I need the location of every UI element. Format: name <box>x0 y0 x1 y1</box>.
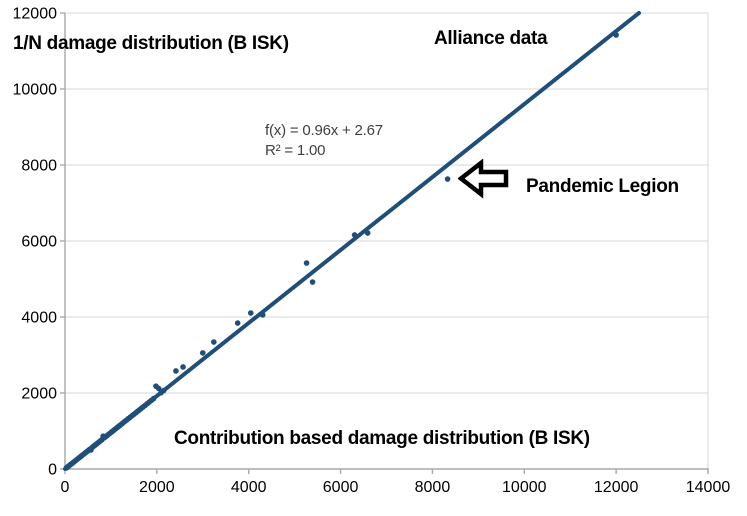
data-point <box>234 320 241 326</box>
data-point <box>364 230 371 236</box>
x-tick-label-2000: 2000 <box>139 479 175 496</box>
x-tick-label-10000: 10000 <box>502 479 547 496</box>
data-point <box>160 387 167 394</box>
left-block-arrow-icon <box>458 159 509 199</box>
x-tick-label-0: 0 <box>61 479 70 496</box>
x-tick-label-4000: 4000 <box>231 479 267 496</box>
trendline-equation-block: f(x) = 0.96x + 2.67 R² = 1.00 <box>265 121 383 161</box>
y-tick-label-12000: 12000 <box>13 6 58 23</box>
data-point <box>199 350 206 356</box>
y-tick-label-8000: 8000 <box>21 158 57 175</box>
y-tick-label-2000: 2000 <box>21 386 57 403</box>
data-point <box>247 310 254 316</box>
y-tick-label-4000: 4000 <box>21 310 57 327</box>
chart-title: 1/N damage distribution (B ISK) <box>13 33 289 54</box>
data-point <box>613 32 619 38</box>
x-tick-label-8000: 8000 <box>415 479 451 496</box>
x-tick-label-14000: 14000 <box>686 479 731 496</box>
data-point <box>211 339 217 345</box>
data-point <box>309 279 316 285</box>
x-tick-label-12000: 12000 <box>594 479 639 496</box>
point-annotation-label: Pandemic Legion <box>526 176 679 197</box>
y-tick-label-0: 0 <box>48 462 57 479</box>
data-point <box>155 385 162 392</box>
data-point <box>150 395 157 402</box>
data-point <box>303 260 310 266</box>
y-tick-label-10000: 10000 <box>13 82 58 99</box>
data-point <box>259 312 266 318</box>
data-point <box>180 364 186 370</box>
data-point <box>173 368 179 374</box>
x-tick-label-6000: 6000 <box>323 479 359 496</box>
equation-text: f(x) = 0.96x + 2.67 <box>265 122 383 139</box>
y-tick-label-6000: 6000 <box>21 234 57 251</box>
r-squared-text: R² = 1.00 <box>265 142 326 159</box>
x-axis-label: Contribution based damage distribution (… <box>174 428 590 449</box>
data-point <box>351 232 358 238</box>
series-label: Alliance data <box>434 28 548 49</box>
data-point <box>444 176 451 182</box>
